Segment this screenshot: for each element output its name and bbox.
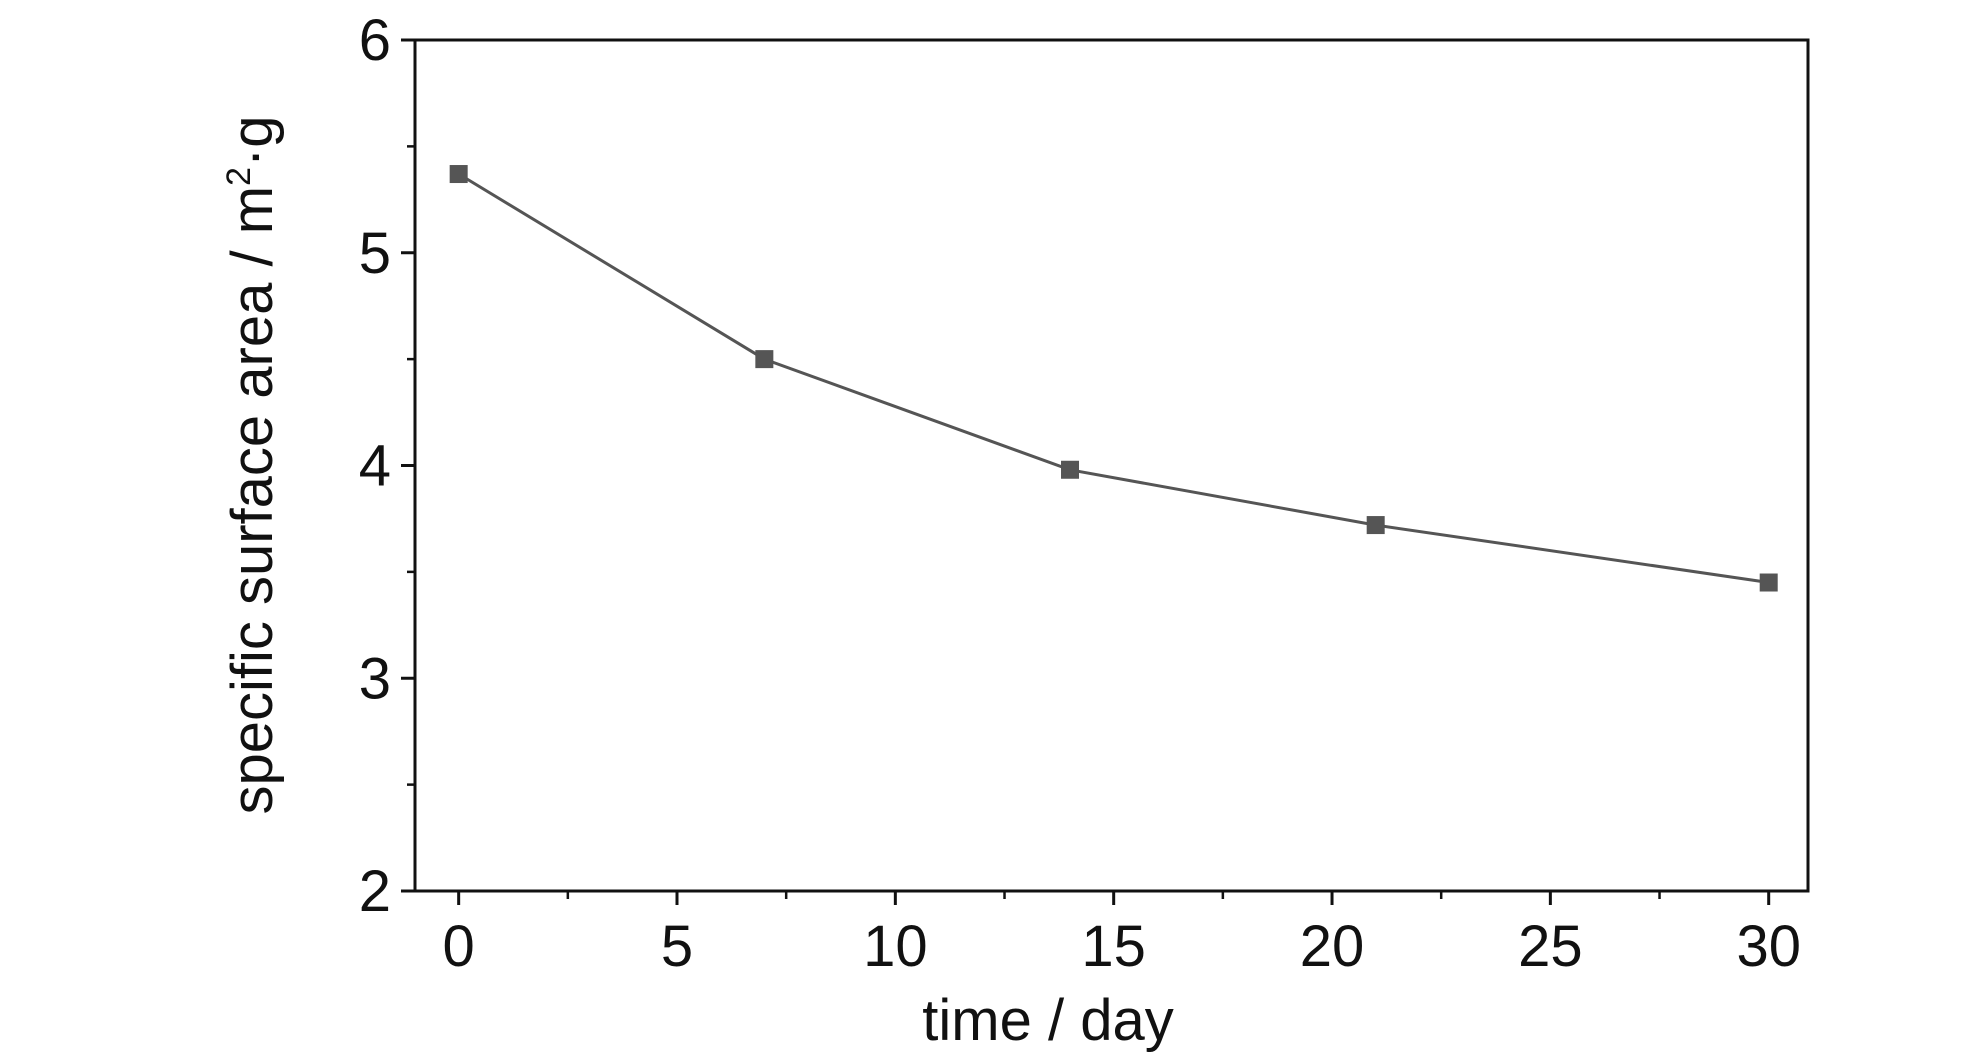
y-tick-label: 6 (359, 8, 391, 73)
y-axis-label: specific surface area / m2·g (220, 115, 285, 814)
data-point (1366, 516, 1385, 535)
data-point (1759, 573, 1778, 592)
plot-frame (413, 38, 1810, 893)
y-axis-label-base: specific surface area / m (220, 186, 285, 815)
data-point (449, 165, 468, 184)
x-tick-label: 0 (443, 914, 475, 979)
x-axis-label: time / day (922, 988, 1173, 1053)
series-layer (449, 165, 1778, 592)
series-line (457, 172, 1769, 584)
data-point (1061, 460, 1080, 479)
y-tick-label: 2 (359, 859, 391, 924)
x-tick-label: 30 (1736, 914, 1801, 979)
y-axis-label-tail: ·g (220, 115, 285, 167)
x-tick-label: 15 (1081, 914, 1146, 979)
x-tick-label: 10 (863, 914, 928, 979)
y-tick-label: 5 (359, 221, 391, 286)
x-axis-ticks: 0 5 10 15 20 25 30 (443, 891, 1801, 979)
y-axis-ticks: 2 3 4 5 6 (359, 8, 415, 924)
x-tick-label: 20 (1300, 914, 1365, 979)
y-tick-label: 4 (359, 434, 391, 499)
y-axis-label-superscript: 2 (220, 167, 258, 186)
x-tick-label: 25 (1518, 914, 1583, 979)
data-point (755, 350, 774, 369)
x-tick-label: 5 (661, 914, 693, 979)
y-tick-label: 3 (359, 646, 391, 711)
